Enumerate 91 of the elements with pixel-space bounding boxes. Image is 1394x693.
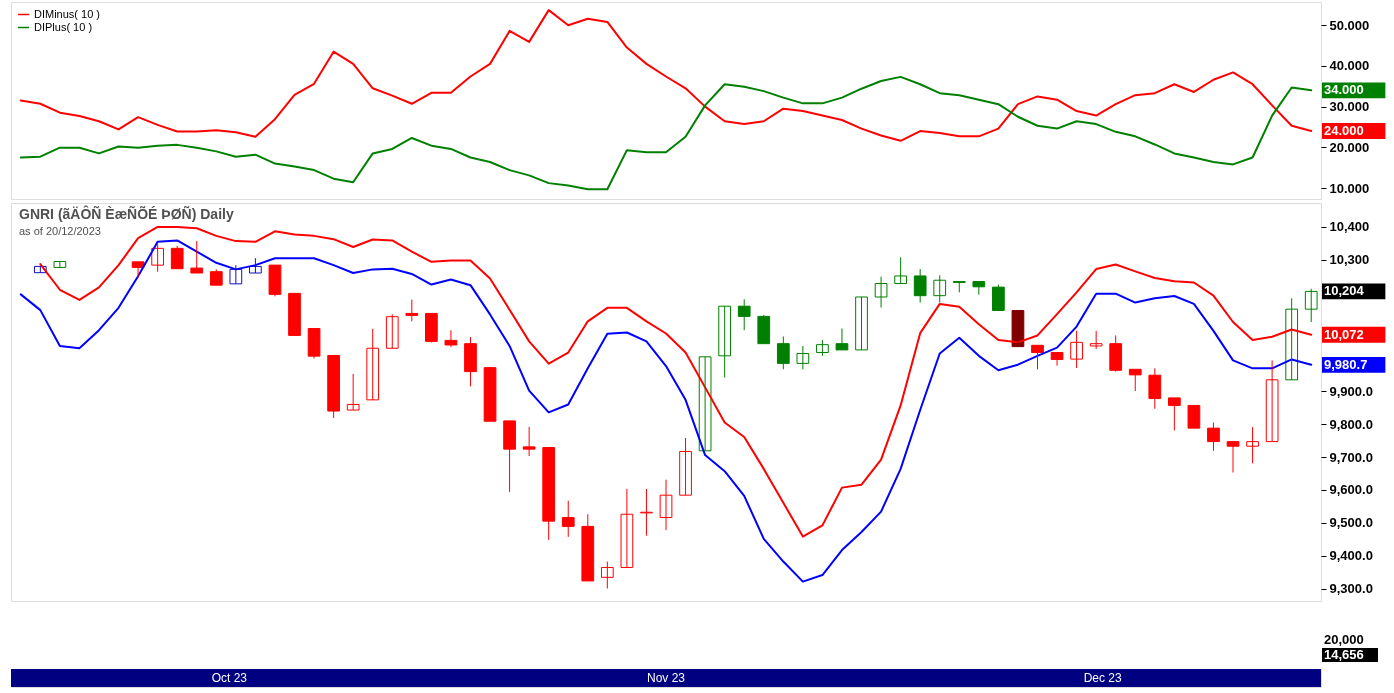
data-label: 24.000 — [1324, 123, 1364, 139]
candlestick — [894, 256, 907, 285]
candlestick — [405, 299, 419, 322]
candlestick — [249, 257, 262, 274]
candlestick — [874, 276, 888, 309]
candlestick — [952, 281, 966, 293]
candlestick — [640, 488, 653, 537]
y-tick-label: 9,900.0 — [1329, 383, 1373, 399]
candlestick — [1226, 441, 1240, 473]
y-tick-label: 20.000 — [1329, 139, 1370, 155]
candlestick — [1128, 368, 1142, 392]
candlestick — [992, 284, 1005, 311]
candlestick — [209, 268, 223, 286]
candlestick — [483, 367, 497, 422]
legend-label: DIMinus( 10 ) — [34, 7, 101, 20]
candlestick — [1167, 397, 1181, 431]
line-series — [19, 239, 1313, 583]
candlestick — [1207, 422, 1220, 452]
candlestick — [1246, 426, 1259, 464]
y-tick-label: 9,400.0 — [1329, 548, 1373, 564]
candlestick — [1109, 334, 1123, 373]
text: 20,000 — [1324, 632, 1364, 647]
y-tick-label: 10.000 — [1329, 180, 1370, 196]
candlestick — [835, 328, 849, 351]
legend-label: DIPlus( 10 ) — [34, 20, 93, 33]
candlestick — [776, 335, 790, 370]
candlestick — [620, 488, 634, 568]
candlestick — [796, 345, 810, 370]
candlestick — [1304, 288, 1318, 323]
candlestick — [737, 298, 751, 331]
candlestick — [33, 265, 47, 274]
text: 14,656 — [1324, 647, 1364, 662]
candlestick — [464, 336, 477, 387]
line-series — [19, 75, 1313, 191]
candlestick — [190, 240, 204, 274]
y-tick-label: 9,800.0 — [1329, 416, 1373, 432]
candlestick — [659, 479, 673, 531]
text: 10,204 — [1324, 283, 1364, 299]
candlestick — [933, 274, 947, 304]
candlestick — [757, 314, 771, 345]
candlestick — [1011, 309, 1025, 348]
candlestick — [522, 426, 536, 457]
candlestick — [385, 313, 399, 349]
candlestick — [972, 281, 986, 296]
y-tick-label: 50.000 — [1329, 17, 1370, 33]
y-tick-label: 30.000 — [1329, 99, 1370, 115]
candlestick — [1148, 367, 1162, 410]
candlestick — [425, 312, 438, 343]
y-tick-label: 9,700.0 — [1329, 449, 1373, 465]
candlestick — [542, 447, 556, 541]
candlestick — [698, 356, 712, 452]
text: as of 20/12/2023 — [19, 225, 101, 237]
line-series — [19, 9, 1313, 142]
candlestick — [170, 245, 184, 270]
candlestick — [718, 305, 732, 379]
candlestick — [1265, 359, 1279, 443]
y-tick-label: 9,600.0 — [1329, 482, 1373, 498]
y-tick-label: 40.000 — [1329, 58, 1370, 74]
candlestick — [1187, 404, 1201, 429]
data-label: 34.000 — [1324, 82, 1364, 98]
candlestick — [229, 264, 243, 285]
y-tick-label: 10,300 — [1329, 252, 1370, 268]
candlestick — [913, 268, 927, 304]
candlestick — [1285, 297, 1299, 381]
text: Oct 23 — [211, 671, 248, 685]
candlestick — [1050, 352, 1064, 367]
candlestick — [600, 561, 614, 590]
data-label: 9,980.7 — [1324, 356, 1368, 372]
candlestick — [1089, 330, 1103, 350]
candlestick — [151, 243, 165, 273]
candlestick — [581, 513, 595, 582]
data-label: 10,072 — [1324, 326, 1364, 342]
candlestick — [855, 296, 868, 351]
candlestick — [1031, 344, 1044, 370]
candlestick — [503, 420, 516, 493]
y-tick-label: 10,400 — [1329, 219, 1370, 235]
y-tick-label: 9,300.0 — [1329, 581, 1373, 597]
candlestick — [561, 500, 575, 538]
candlestick — [1070, 330, 1083, 369]
candlestick — [366, 328, 380, 401]
candlestick — [679, 437, 692, 496]
y-tick-label: 9,500.0 — [1329, 515, 1373, 531]
candlestick — [327, 355, 340, 419]
chart-title: GNRI (ãÄÔÑ ÈæÑÕÉ ÞØÑ) Daily — [19, 205, 234, 222]
candlestick — [53, 261, 67, 268]
candlestick — [288, 292, 301, 336]
candlestick — [444, 329, 458, 348]
text: Dec 23 — [1083, 671, 1122, 685]
candlestick — [816, 339, 829, 357]
candlestick — [346, 373, 360, 411]
text: Nov 23 — [646, 671, 686, 685]
